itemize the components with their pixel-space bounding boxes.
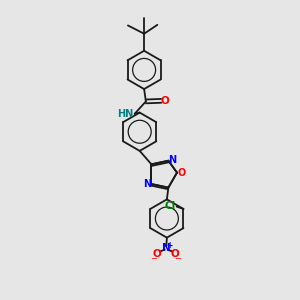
Text: Cl: Cl [165,201,176,211]
Text: −: − [150,254,158,263]
Text: N: N [162,243,171,253]
Text: N: N [143,179,152,189]
Text: HN: HN [118,109,134,119]
Text: O: O [160,96,169,106]
Text: −: − [175,254,182,263]
Text: O: O [171,249,179,260]
Text: N: N [168,154,176,164]
Text: O: O [177,168,185,178]
Text: +: + [167,241,173,250]
Text: O: O [152,249,161,260]
